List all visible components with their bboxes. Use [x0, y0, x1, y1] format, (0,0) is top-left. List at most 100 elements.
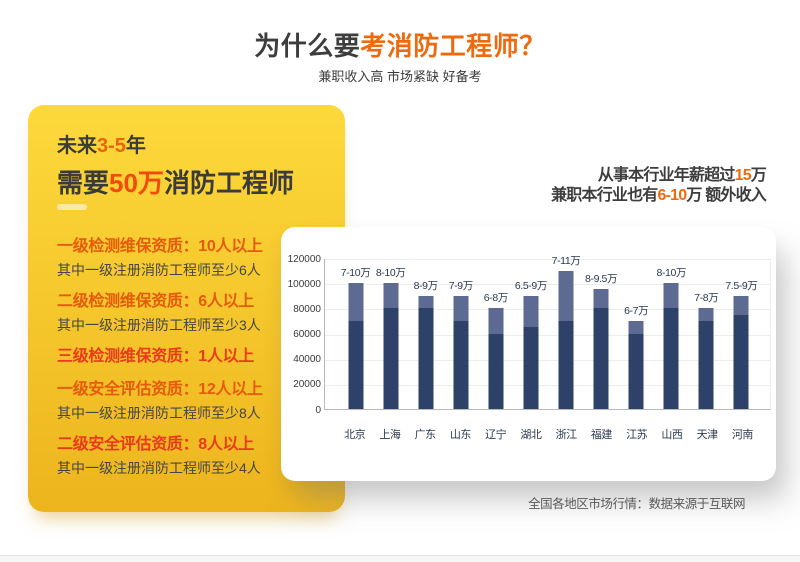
qualification-sub: 其中一级注册消防工程师至少8人: [57, 405, 261, 421]
bar-slot: 7-8万: [689, 259, 724, 409]
x-axis-category-label: 辽宁: [485, 429, 507, 441]
y-axis-tick-label: 0: [315, 404, 321, 416]
bar-segment-lower: [733, 314, 749, 409]
salary-bar: [348, 283, 364, 409]
bar-slot: 6.5-9万: [513, 259, 548, 409]
chart-panel: 7-10万 8-10万 8-9万 7-9万 6-8万 6.5-9万 7-11万 8-9.5万 6…: [281, 227, 776, 481]
bar-slot: 8-10万: [654, 259, 689, 409]
bar-segment-lower: [453, 320, 469, 409]
qualification-title: 一级检测维保资质：10人以上: [57, 238, 263, 255]
salary-line-1: 从事本行业年薪超过15万: [551, 166, 767, 186]
bar-slot: 7-9万: [443, 259, 478, 409]
y-axis-tick-label: 40000: [293, 354, 321, 366]
bar-value-label: 8-10万: [656, 267, 686, 280]
x-axis-category-label: 江苏: [626, 429, 648, 441]
bar-slot: 7.5-9万: [724, 259, 759, 409]
text-segment: 消防工程师: [163, 168, 294, 198]
salary-headline: 从事本行业年薪超过15万 兼职本行业也有6-10万 额外收入: [551, 166, 767, 206]
y-axis-tick-label: 120000: [287, 253, 321, 265]
text-segment: 兼职本行业也有: [551, 187, 658, 204]
x-axis-category-label: 天津: [696, 429, 719, 441]
gridline: [325, 334, 770, 336]
bar-segment-lower: [698, 320, 714, 409]
bar-value-label: 8-9万: [413, 279, 438, 292]
salary-bar: [523, 295, 539, 409]
bar-slot: 6-8万: [478, 259, 513, 409]
card-heading-demand: 需要50万消防工程师: [57, 163, 294, 200]
y-axis-tick-label: 20000: [293, 379, 321, 391]
text-segment: 需要: [57, 168, 110, 198]
qualification-sub: 其中一级注册消防工程师至少4人: [57, 460, 261, 476]
x-axis-category-label: 河南: [731, 429, 754, 441]
bar-segment-lower: [523, 327, 539, 409]
qualification-item: 三级检测维保资质：1人以上: [57, 345, 327, 369]
x-axis-category-label: 北京: [344, 429, 366, 441]
text-segment: 未来: [57, 135, 97, 157]
salary-line-2: 兼职本行业也有6-10万 额外收入: [551, 186, 767, 206]
footer-strip: [0, 555, 800, 562]
bar-segment-upper: [523, 295, 539, 328]
bar-slot: 8-9万: [408, 259, 443, 409]
page-subtitle: 兼职收入高 市场紧缺 好备考: [318, 69, 482, 84]
salary-bar-chart: 7-10万 8-10万 8-9万 7-9万 6-8万 6.5-9万 7-11万 8-9.5万 6…: [324, 255, 771, 410]
bar-segment-upper: [663, 283, 679, 309]
bar-segment-lower: [558, 320, 574, 409]
salary-bar: [733, 295, 749, 409]
qualification-item: 一级检测维保资质：10人以上 其中一级注册消防工程师至少6人: [57, 235, 327, 281]
bar-slot: 8-10万: [373, 259, 408, 409]
qualification-list: 一级检测维保资质：10人以上 其中一级注册消防工程师至少6人 二级检测维保资质：6人…: [57, 235, 327, 488]
bar-segment-lower: [418, 308, 434, 409]
bar-segment-upper: [733, 295, 749, 315]
gridline: [325, 284, 770, 286]
qualification-item: 一级安全评估资质：12人以上 其中一级注册消防工程师至少8人: [57, 378, 327, 424]
salary-bar: [698, 308, 714, 409]
bar-value-label: 7-8万: [694, 292, 719, 305]
bar-value-label: 7-11万: [551, 254, 581, 267]
y-axis-tick-label: 100000: [287, 278, 321, 290]
qualification-title: 一级安全评估资质：12人以上: [57, 381, 263, 398]
qualification-item: 二级检测维保资质：6人以上 其中一级注册消防工程师至少3人: [57, 290, 327, 336]
text-segment: 15: [734, 167, 752, 184]
bar-segment-lower: [628, 333, 644, 409]
chart-caption: 全国各地区市场行情：数据来源于互联网: [528, 497, 745, 511]
bar-segment-upper: [488, 308, 504, 334]
bar-slot: 8-9.5万: [584, 259, 619, 409]
salary-bar: [383, 283, 399, 409]
bar-segment-upper: [593, 289, 609, 309]
bar-slot: 6-7万: [619, 259, 654, 409]
salary-bar: [628, 320, 644, 409]
x-axis-category-label: 上海: [379, 429, 401, 441]
salary-bar: [663, 283, 679, 409]
text-segment: 6-10: [657, 187, 688, 204]
bar-segment-upper: [628, 320, 644, 334]
qualification-sub: 其中一级注册消防工程师至少6人: [57, 262, 261, 278]
salary-bar: [453, 295, 469, 409]
page-title: 为什么要考消防工程师？: [0, 26, 800, 63]
bar-value-label: 7-10万: [340, 267, 371, 280]
bar-segment-lower: [348, 320, 364, 409]
y-axis-tick-label: 60000: [293, 329, 321, 340]
bar-value-label: 6-7万: [624, 304, 649, 317]
qualification-title: 二级检测维保资质：6人以上: [57, 293, 254, 310]
x-axis-category-label: 广东: [414, 429, 437, 441]
bar-segment-lower: [383, 308, 399, 409]
gridline: [325, 259, 770, 260]
text-segment: 3-5: [97, 135, 126, 157]
card-divider: [57, 204, 87, 210]
text-segment: 考消防工程师？: [360, 31, 546, 61]
bar-segment-lower: [663, 308, 679, 409]
x-axis-category-label: 福建: [590, 429, 613, 441]
x-axis-category-label: 湖北: [520, 429, 542, 441]
text-segment: 50万: [109, 168, 164, 198]
gridline: [325, 309, 770, 311]
x-axis-category-label: 山西: [661, 429, 683, 441]
bar-value-label: 7-9万: [448, 279, 473, 292]
bar-slot: 7-11万: [548, 255, 583, 409]
qualification-sub: 其中一级注册消防工程师至少3人: [57, 317, 261, 333]
salary-bar: [418, 295, 434, 409]
bar-segment-upper: [348, 283, 364, 321]
bars-area: 7-10万 8-10万 8-9万 7-9万 6-8万 6.5-9万 7-11万 8-9.5万 6…: [338, 255, 759, 409]
bar-value-label: 8-9.5万: [585, 273, 618, 286]
bar-value-label: 7.5-9万: [725, 279, 758, 292]
bar-value-label: 8-10万: [375, 267, 406, 280]
